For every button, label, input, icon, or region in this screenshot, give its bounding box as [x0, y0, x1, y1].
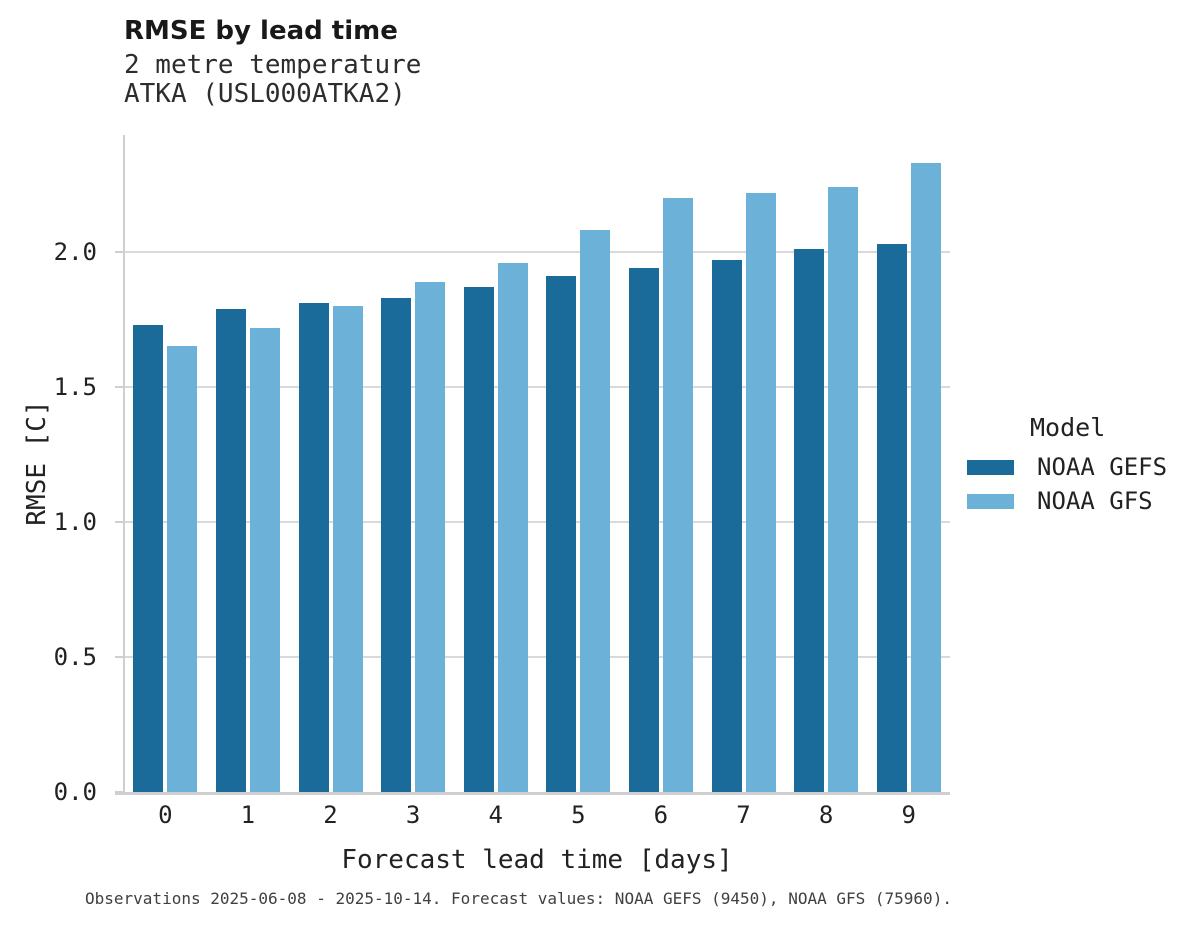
bar-noaa-gefs-lead-1 [215, 308, 246, 792]
x-tick-label-6: 6 [653, 801, 669, 829]
y-tick-mark-1.0 [115, 520, 123, 523]
y-tick-label-1.0: 1.0 [53, 507, 97, 536]
gridline-y-1.0 [124, 520, 950, 523]
bar-noaa-gfs-lead-2 [332, 305, 363, 792]
bar-noaa-gefs-lead-4 [463, 287, 494, 792]
legend-swatch-icon [967, 459, 1014, 475]
y-tick-label-0.0: 0.0 [53, 778, 97, 806]
x-axis-tick-labels: 0 1 2 3 4 5 6 7 8 9 [124, 801, 950, 831]
bar-noaa-gfs-lead-9 [910, 162, 941, 792]
bar-noaa-gefs-lead-7 [711, 260, 742, 792]
chart-subtitle-line1: 2 metre temperature [124, 50, 422, 80]
y-tick-label-0.5: 0.5 [53, 642, 97, 671]
bar-noaa-gfs-lead-6 [662, 197, 693, 792]
bar-noaa-gfs-lead-7 [745, 192, 776, 792]
y-axis-line [123, 135, 125, 792]
y-tick-mark-2.0 [115, 250, 123, 253]
y-tick-mark-0.5 [115, 655, 123, 658]
bar-noaa-gefs-lead-0 [133, 324, 164, 792]
x-tick-label-8: 8 [818, 801, 834, 829]
legend: Model NOAA GEFS NOAA GFS [967, 413, 1167, 523]
x-tick-label-2: 2 [323, 801, 338, 829]
bar-noaa-gfs-lead-3 [415, 281, 446, 792]
bar-noaa-gfs-lead-0 [167, 346, 198, 792]
gridline-y-1.5 [124, 385, 950, 388]
x-tick-label-4: 4 [488, 801, 503, 829]
x-tick-label-9: 9 [901, 801, 916, 829]
y-tick-label-2.0: 2.0 [53, 237, 97, 266]
legend-label: NOAA GEFS [1037, 453, 1168, 481]
bar-noaa-gefs-lead-2 [298, 303, 329, 792]
x-tick-label-3: 3 [405, 801, 421, 829]
bar-noaa-gefs-lead-8 [794, 249, 825, 792]
bar-noaa-gfs-lead-4 [497, 262, 528, 792]
bar-noaa-gefs-lead-5 [546, 276, 577, 792]
y-tick-label-1.5: 1.5 [53, 372, 97, 401]
x-tick-label-7: 7 [736, 801, 751, 829]
footnote-caption: Observations 2025-06-08 - 2025-10-14. Fo… [85, 889, 952, 908]
bar-noaa-gfs-lead-1 [249, 327, 280, 792]
bar-noaa-gfs-lead-8 [828, 187, 859, 792]
y-axis-tick-labels: 0.0 0.5 1.0 1.5 2.0 [30, 135, 97, 805]
x-axis-line [115, 792, 950, 795]
bar-noaa-gefs-lead-9 [876, 243, 907, 792]
legend-row-noaa-gefs: NOAA GEFS [967, 453, 1168, 481]
x-tick-label-1: 1 [240, 801, 256, 829]
legend-title: Model [1030, 413, 1106, 442]
x-tick-label-0: 0 [158, 801, 173, 829]
legend-swatch-icon [967, 493, 1014, 509]
chart-subtitle: 2 metre temperature ATKA (USL000ATKA2) [124, 51, 421, 109]
legend-row-noaa-gfs: NOAA GFS [967, 487, 1167, 515]
bar-noaa-gefs-lead-3 [381, 297, 412, 792]
plot-area [115, 135, 950, 795]
bar-noaa-gefs-lead-6 [628, 268, 659, 792]
legend-entries: NOAA GEFS NOAA GFS [967, 453, 1168, 515]
bar-noaa-gfs-lead-5 [580, 230, 611, 792]
legend-label: NOAA GFS [1037, 487, 1153, 515]
x-axis-title: Forecast lead time [days] [341, 845, 733, 875]
y-tick-mark-1.5 [115, 385, 123, 388]
gridline-y-0.5 [124, 655, 950, 658]
chart-title: RMSE by lead time [124, 16, 398, 46]
y-tick-mark-0.0 [115, 791, 123, 793]
chart-subtitle-line2: ATKA (USL000ATKA2) [124, 79, 406, 109]
gridline-y-2.0 [124, 250, 950, 253]
x-tick-label-5: 5 [571, 801, 586, 829]
